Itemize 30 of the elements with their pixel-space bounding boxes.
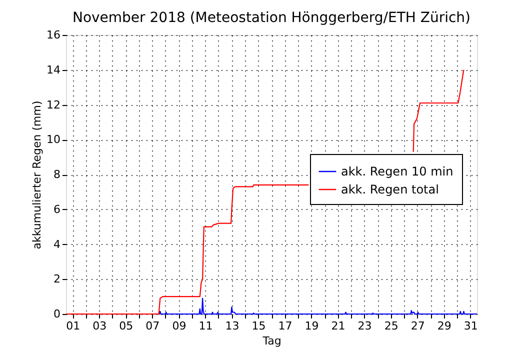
y-tick-label: 16 <box>46 28 60 42</box>
y-tick-label: 8 <box>54 168 60 181</box>
x-tick-label: 29 <box>437 320 452 332</box>
x-tick-label: 31 <box>464 320 478 332</box>
y-tick-label: 2 <box>54 272 60 286</box>
x-tick-label: 27 <box>410 320 425 332</box>
y-tick-label: 12 <box>46 98 60 112</box>
y-tick-label: 0 <box>54 308 60 320</box>
chart-title: November 2018 (Meteostation Hönggerberg/ETH Zürich) <box>72 10 471 26</box>
y-tick-label: 10 <box>46 133 60 146</box>
y-tick-label: 6 <box>54 202 60 216</box>
x-tick-label: 07 <box>146 320 160 332</box>
x-tick-label: 11 <box>198 320 213 332</box>
legend-label: akk. Regen total <box>341 182 439 196</box>
x-tick-label: 01 <box>66 320 80 332</box>
x-tick-label: 05 <box>119 320 134 332</box>
x-tick-label: 03 <box>92 320 107 332</box>
x-axis-title: Tag <box>262 334 282 348</box>
x-tick-label: 25 <box>384 320 398 332</box>
y-axis-title: akkumulierter Regen (mm) <box>30 100 44 250</box>
x-tick-label: 09 <box>172 320 186 332</box>
y-tick-label: 14 <box>46 63 60 76</box>
x-tick-label: 23 <box>358 320 372 332</box>
x-tick-label: 13 <box>225 320 240 332</box>
x-tick-label: 15 <box>252 320 266 332</box>
legend-label: akk. Regen 10 min <box>341 164 454 178</box>
y-tick-label: 4 <box>54 238 60 251</box>
x-tick-label: 21 <box>331 320 346 332</box>
x-tick-label: 19 <box>304 320 319 332</box>
x-tick-label: 17 <box>278 320 292 332</box>
